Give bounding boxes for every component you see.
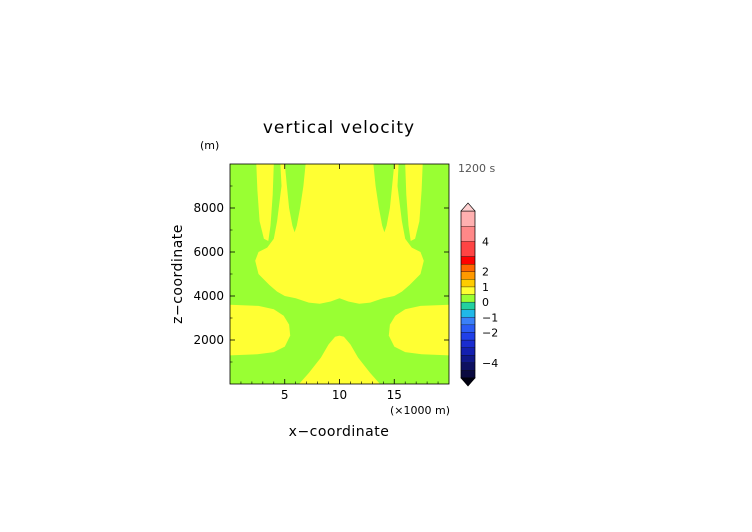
y-axis-title: z−coordinate <box>170 224 186 324</box>
chart-title: vertical velocity <box>263 118 415 138</box>
colorbar-segment <box>460 210 476 227</box>
colorbar-segment <box>460 324 476 333</box>
colorbar-tick-label: 1 <box>482 281 489 294</box>
x-tick-label: 15 <box>387 388 402 402</box>
y-tick-label: 4000 <box>193 289 224 303</box>
colorbar-segment <box>460 362 476 371</box>
notch-right <box>373 164 395 233</box>
colorbar-segment <box>460 370 476 379</box>
x-axis-title: x−coordinate <box>289 424 390 440</box>
strip-right <box>405 164 423 241</box>
colorbar-segment <box>460 241 476 257</box>
x-unit-label: (×1000 m) <box>390 404 450 417</box>
colorbar-tick-label: 2 <box>482 266 489 279</box>
colorbar-segment <box>460 271 476 280</box>
strip-left <box>256 164 274 241</box>
y-tick-label: 2000 <box>193 333 224 347</box>
colorbar-segment <box>460 332 476 341</box>
y-tick-label: 6000 <box>193 245 224 259</box>
colorbar-segment <box>460 339 476 348</box>
velocity-field <box>230 164 449 384</box>
y-axis-ticks: 2000 4000 6000 8000 <box>193 185 449 363</box>
colorbar-tick-label: −2 <box>482 326 498 339</box>
lobe-left <box>230 304 291 356</box>
time-label: 1200 s <box>458 162 495 175</box>
colorbar-segment <box>460 286 476 295</box>
x-axis-ticks: 5 10 15 <box>240 164 439 402</box>
colorbar-segment <box>460 263 476 272</box>
colorbar-segment <box>460 256 476 265</box>
surface-bump <box>299 335 380 384</box>
y-tick-label: 8000 <box>193 201 224 215</box>
notch-left <box>284 164 306 233</box>
colorbar-segment <box>460 317 476 326</box>
colorbar-segment <box>460 294 476 303</box>
colorbar-segment <box>460 355 476 363</box>
colorbar-segment <box>460 279 476 288</box>
x-tick-label: 10 <box>332 388 347 402</box>
colorbar-segment <box>460 347 476 356</box>
colorbar-tick-label: 4 <box>482 235 489 248</box>
y-unit-label: (m) <box>200 139 219 152</box>
colorbar-segment <box>460 226 476 242</box>
colorbar-segment <box>460 301 476 310</box>
colorbar <box>460 202 476 387</box>
colorbar-tick-label: −1 <box>482 311 498 324</box>
colorbar-tick-label: 0 <box>482 296 489 309</box>
colorbar-segment <box>460 309 476 318</box>
lobe-right <box>388 304 449 356</box>
colorbar-over-triangle <box>460 202 476 212</box>
colorbar-under-triangle <box>460 377 476 387</box>
colorbar-tick-label: −4 <box>482 357 498 370</box>
colorbar-ticks: 4 2 1 0 −1 −2 −4 <box>482 235 498 369</box>
x-tick-label: 5 <box>281 388 289 402</box>
